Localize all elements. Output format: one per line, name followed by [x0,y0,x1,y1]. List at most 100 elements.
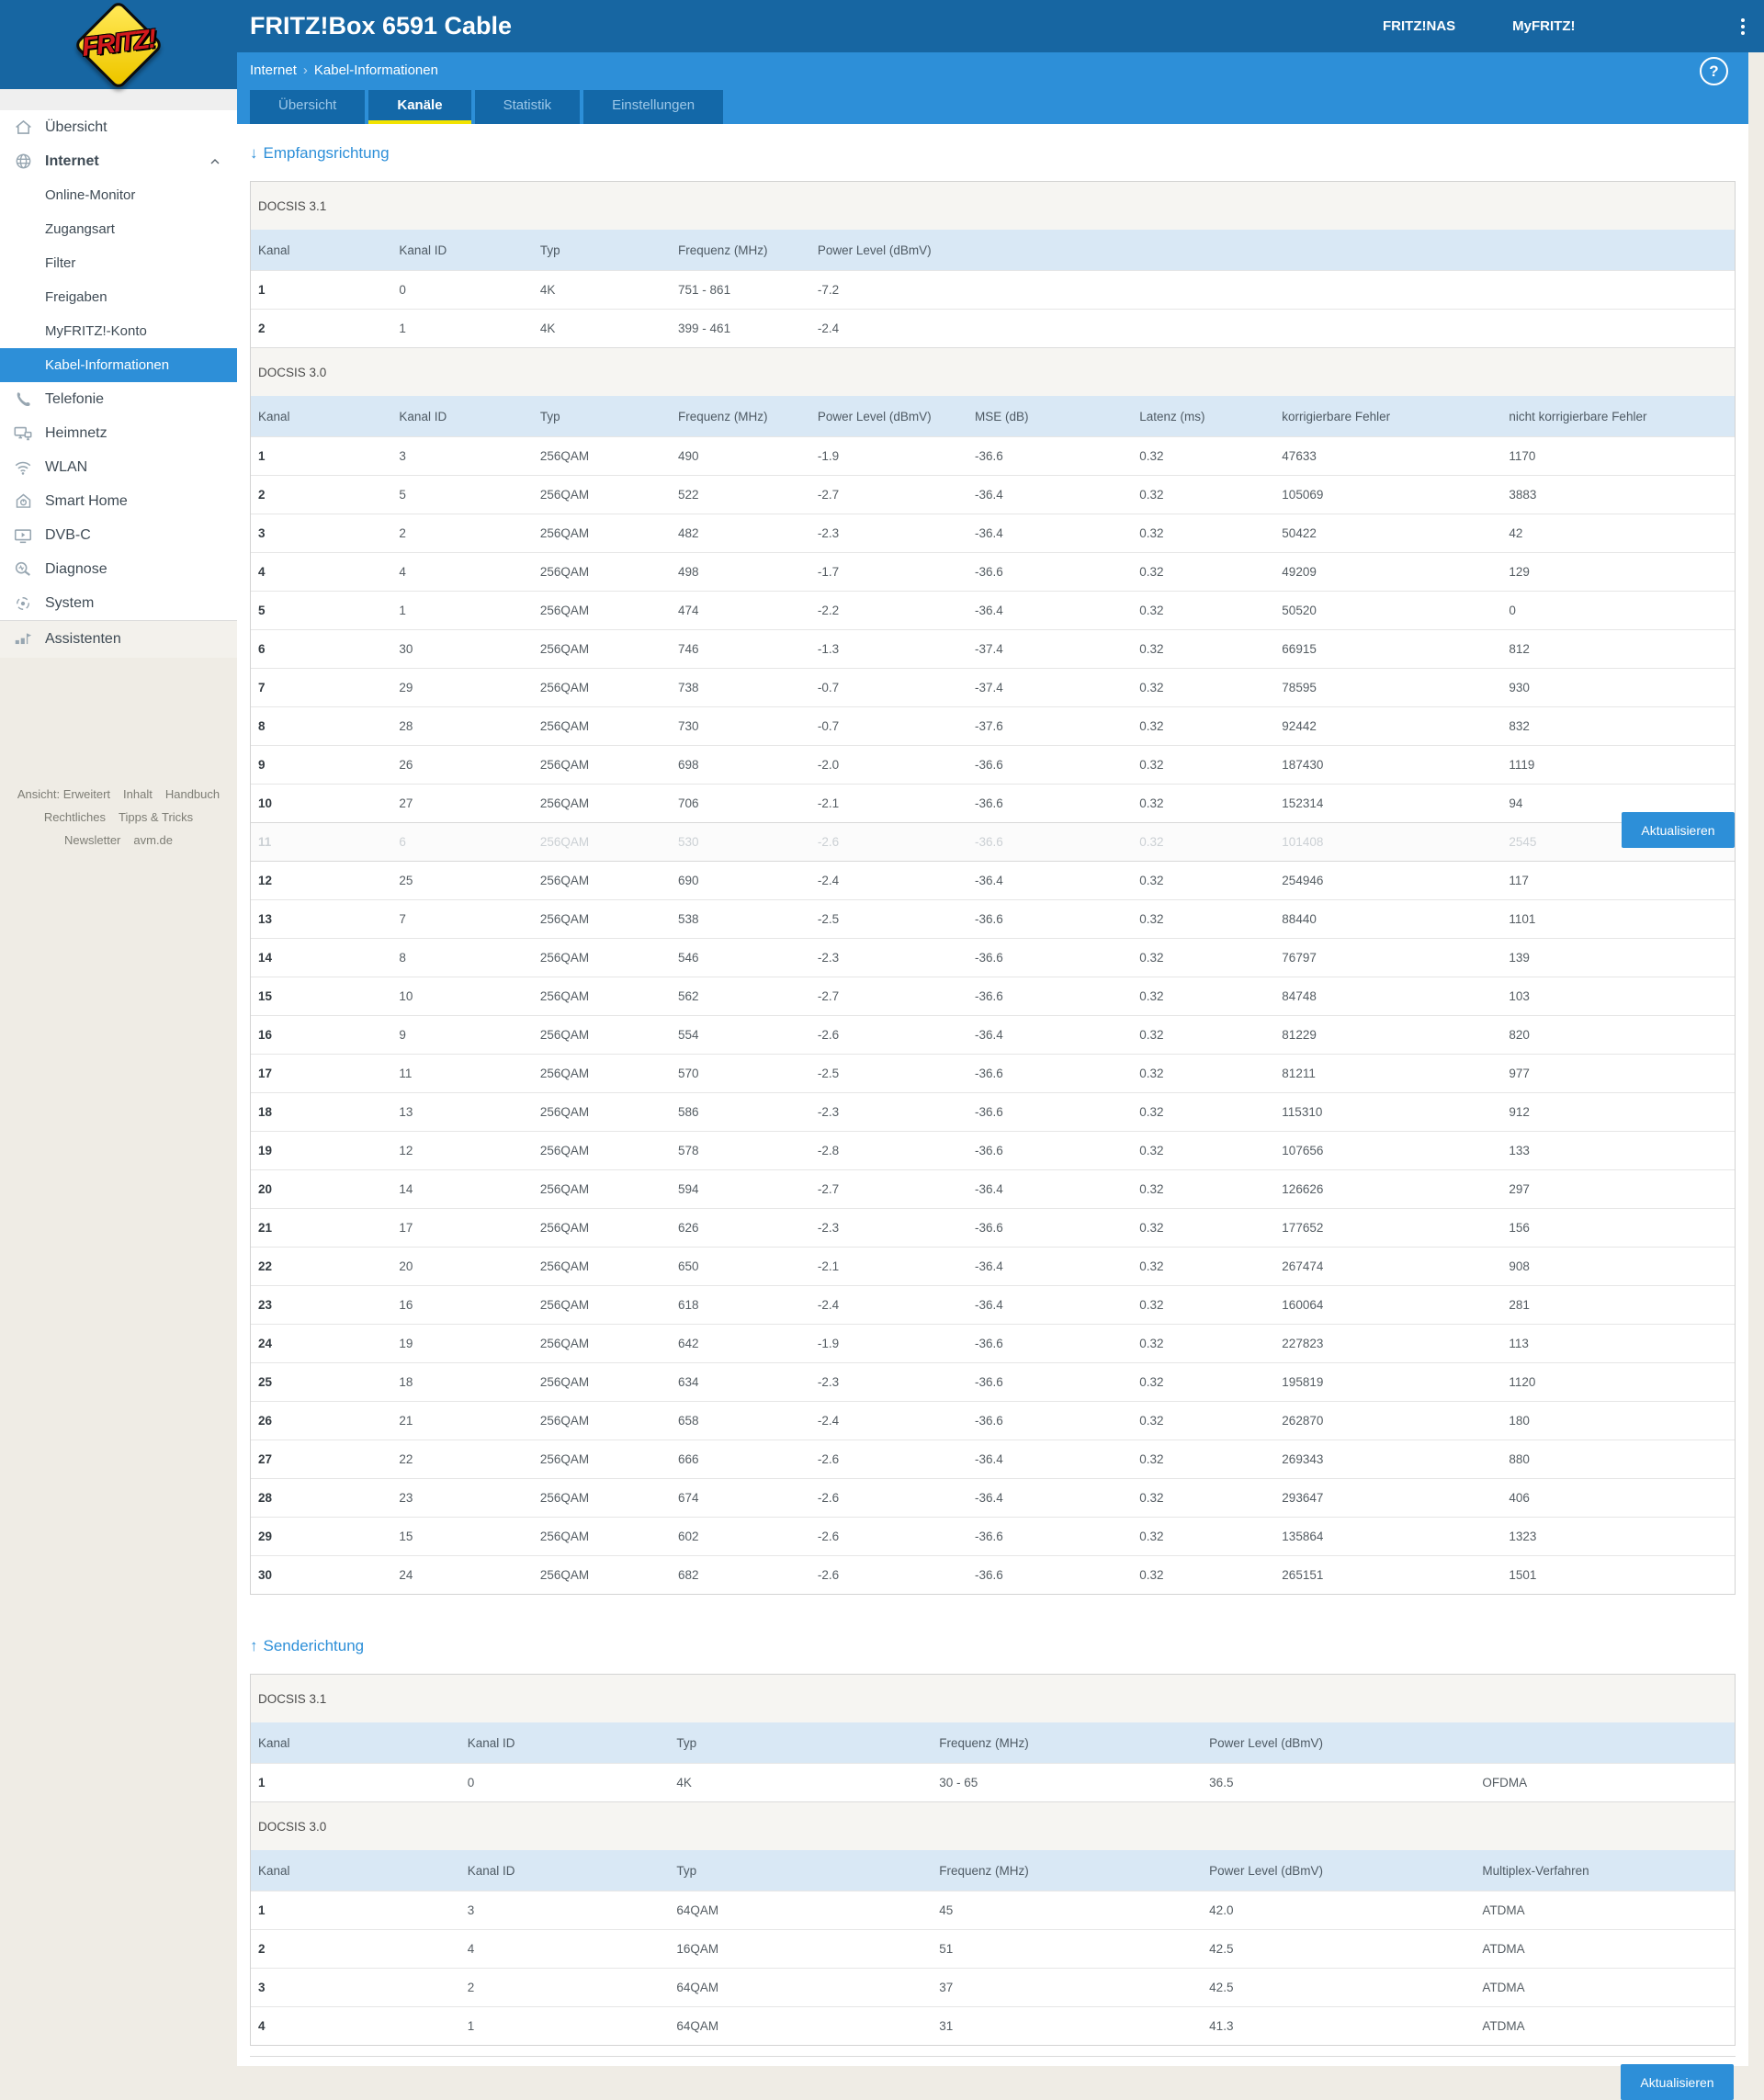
footer-link[interactable]: Handbuch [164,787,220,801]
upstream-table: DOCSIS 3.1 Kanal Kanal ID Typ Frequenz (MHz)… [250,1674,1736,2046]
table-cell: -36.4 [967,1285,1133,1325]
table-cell: -37.6 [967,706,1133,746]
fritznas-link[interactable]: FRITZ!NAS [1383,18,1456,34]
table-row: 21 17 256QAM 626 -2.3 -36.6 0.32 177652 156 [251,1208,1735,1248]
table-header-cell: Kanal [251,230,392,271]
table-cell: 0.32 [1132,1517,1275,1556]
table-cell: 28 [391,706,533,746]
table-cell: 634 [671,1362,810,1402]
table-cell: 2 [459,1968,670,2007]
footer-link[interactable]: Rechtliches [43,810,107,824]
sidebar-item-dvb-c[interactable]: DVB-C [0,518,237,552]
sidebar-item-kabel-informationen[interactable]: Kabel-Informationen [0,348,237,382]
sidebar-item-label: Zugangsart [45,221,115,237]
tab-statistik[interactable]: Statistik [474,90,581,124]
fritz-logo[interactable]: FRITZ! [0,0,237,90]
table-cell: 9 [391,1015,533,1055]
myfritz-link[interactable]: MyFRITZ! [1512,18,1576,34]
table-cell: 2 [251,1929,460,1969]
table-cell: 7 [251,668,392,707]
sidebar-item-heimnetz[interactable]: Heimnetz [0,416,237,450]
tab-einstellungen[interactable]: Einstellungen [583,90,724,124]
table-cell: 51 [932,1929,1203,1969]
table-cell: 2 [391,514,533,553]
footer-link[interactable]: Inhalt [123,787,153,801]
table-cell: 256QAM [532,1362,672,1402]
table-cell: 3 [251,1968,460,2007]
table-cell: 256QAM [532,1285,672,1325]
sidebar-item-label: Smart Home [45,492,128,509]
system-icon [13,593,33,614]
sidebar-item-wlan[interactable]: WLAN [0,450,237,484]
table-cell: 6 [251,629,392,669]
sidebar-item-freigaben[interactable]: Freigaben [0,280,237,314]
table-cell: 113 [1501,1324,1735,1363]
table-cell: 3 [391,436,533,476]
sidebar-item-online-monitor[interactable]: Online-Monitor [0,178,237,212]
table-cell: 42 [1501,514,1735,553]
sidebar-item-telefonie[interactable]: Telefonie [0,382,237,416]
refresh-button-floating[interactable]: Aktualisieren [1622,812,1735,848]
table-cell: 256QAM [532,784,672,823]
table-cell: 738 [671,668,810,707]
sidebar-item-system[interactable]: System [0,586,237,620]
table-cell: 0.32 [1132,1285,1275,1325]
table-cell: OFDMA [1475,1763,1735,1802]
tab-uebersicht[interactable]: Übersicht [250,90,366,124]
sidebar-item-internet[interactable]: Internet [0,144,237,178]
sidebar-item-uebersicht[interactable]: Übersicht [0,110,237,144]
footer-link[interactable]: Tipps & Tricks [119,810,194,824]
kebab-menu-icon[interactable] [1735,15,1751,39]
table-cell: 20 [251,1169,392,1209]
table-cell: -36.4 [967,475,1133,514]
table-section-label: DOCSIS 3.0 [251,347,1735,396]
table-header-row: Kanal Kanal ID Typ Frequenz (MHz) Power Leve… [251,230,1735,271]
table-cell: 78595 [1274,668,1502,707]
table-cell: 256QAM [532,1015,672,1055]
table-cell: 23 [391,1478,533,1518]
table-cell: -2.7 [809,977,968,1016]
table-header-cell: Typ [532,230,672,271]
table-row: 19 12 256QAM 578 -2.8 -36.6 0.32 107656 133 [251,1131,1735,1170]
refresh-button-bottom[interactable]: Aktualisieren [1621,2064,1734,2100]
sidebar-item-myfritz-konto[interactable]: MyFRITZ!-Konto [0,314,237,348]
table-cell: 2 [251,309,392,348]
table-cell: -36.6 [967,938,1133,977]
table-row: 4 4 256QAM 498 -1.7 -36.6 0.32 49209 129 [251,552,1735,592]
table-cell: 10 [251,784,392,823]
table-cell: 0.32 [1132,552,1275,592]
sidebar-item-smart-home[interactable]: Smart Home [0,484,237,518]
table-cell: 554 [671,1015,810,1055]
table-section-row: DOCSIS 3.0 [251,347,1735,396]
breadcrumb-section[interactable]: Internet [250,62,297,78]
table-cell: 256QAM [532,1131,672,1170]
tab-bar: Übersicht Kanäle Statistik Einstellungen [250,90,724,124]
table-cell: 618 [671,1285,810,1325]
table-cell: 103 [1501,977,1735,1016]
table-cell: 262870 [1274,1401,1502,1440]
table-cell: 1 [251,1891,460,1930]
table-cell: -36.6 [967,1555,1133,1594]
footer-link[interactable]: Newsletter [63,833,121,847]
help-icon[interactable]: ? [1700,57,1728,85]
table-cell: 256QAM [532,1401,672,1440]
table-cell: 256QAM [532,668,672,707]
sidebar-item-label: Assistenten [45,631,121,647]
table-cell [967,309,1133,348]
sidebar-item-label: Freigaben [45,289,107,305]
sidebar-item-diagnose[interactable]: Diagnose [0,552,237,586]
table-cell: 4K [532,309,672,348]
sidebar-item-filter[interactable]: Filter [0,246,237,280]
table-header-cell: Power Level (dBmV) [809,396,968,437]
table-cell [1501,270,1735,310]
table-cell: 1501 [1501,1555,1735,1594]
table-cell: -2.3 [809,1362,968,1402]
table-section-label: DOCSIS 3.1 [251,1675,1735,1722]
footer-link[interactable]: Ansicht: Erweitert [17,787,111,801]
tab-kanaele[interactable]: Kanäle [368,90,471,124]
downstream-heading-label: Empfangsrichtung [263,144,390,162]
sidebar-item-zugangsart[interactable]: Zugangsart [0,212,237,246]
footer-link[interactable]: avm.de [133,833,174,847]
sidebar-item-assistenten[interactable]: Assistenten [0,620,237,658]
table-cell: 267474 [1274,1247,1502,1286]
